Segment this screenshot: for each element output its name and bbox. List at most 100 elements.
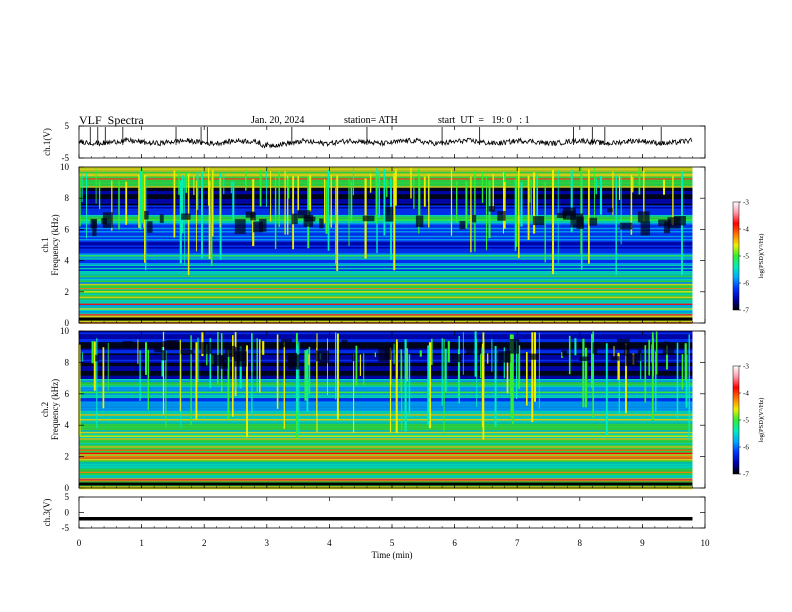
freq-band bbox=[79, 291, 693, 294]
freq-band bbox=[79, 309, 693, 311]
y-tick-label: 0 bbox=[65, 318, 70, 328]
quiet-patch bbox=[477, 344, 482, 355]
quiet-patch bbox=[610, 356, 620, 361]
y-tick-label: 2 bbox=[65, 452, 70, 462]
freq-band bbox=[79, 428, 693, 431]
freq-band bbox=[79, 334, 693, 336]
colorbar-tick-label: -6 bbox=[743, 444, 749, 452]
freq-band bbox=[79, 229, 693, 231]
freq-band bbox=[79, 340, 693, 343]
ch2-spectrogram-ylabel-channel: ch.2 bbox=[40, 402, 50, 417]
freq-band bbox=[79, 287, 693, 289]
freq-band bbox=[79, 283, 693, 286]
freq-band bbox=[79, 195, 693, 198]
freq-band bbox=[79, 382, 693, 384]
freq-band bbox=[79, 463, 693, 466]
date-label: Jan. 20, 2024 bbox=[251, 115, 305, 126]
freq-band bbox=[79, 468, 693, 471]
freq-band bbox=[79, 186, 693, 188]
freq-band bbox=[79, 288, 693, 291]
colorbar-tick-label: -5 bbox=[743, 253, 749, 261]
freq-band bbox=[79, 298, 693, 300]
y-tick-label: 0 bbox=[65, 483, 70, 493]
y-tick-label: 10 bbox=[60, 162, 70, 172]
freq-band bbox=[79, 248, 693, 251]
quiet-patch bbox=[459, 220, 466, 230]
quiet-patch bbox=[341, 339, 348, 344]
quiet-patch bbox=[101, 218, 108, 225]
freq-band bbox=[79, 226, 693, 228]
quiet-patch bbox=[316, 350, 320, 362]
quiet-patch bbox=[90, 218, 97, 229]
colorbar-label: log(PSD)(V²/Hz) bbox=[758, 234, 765, 279]
freq-band bbox=[79, 247, 693, 249]
quiet-patch bbox=[250, 212, 256, 221]
freq-band bbox=[79, 371, 693, 373]
y-tick-label: 10 bbox=[60, 326, 70, 336]
freq-band bbox=[79, 342, 693, 344]
freq-band bbox=[79, 335, 693, 338]
freq-band bbox=[79, 383, 693, 386]
freq-band bbox=[79, 467, 693, 469]
freq-band bbox=[79, 415, 693, 418]
freq-band bbox=[79, 395, 693, 397]
quiet-patch bbox=[589, 217, 598, 226]
freq-band bbox=[79, 375, 693, 378]
freq-band bbox=[79, 422, 693, 424]
freq-band bbox=[79, 420, 693, 423]
freq-band bbox=[79, 414, 693, 416]
freq-band bbox=[79, 205, 693, 207]
freq-band bbox=[79, 231, 693, 233]
x-axis-label: Time (min) bbox=[372, 550, 413, 560]
freq-band bbox=[79, 343, 693, 346]
freq-band bbox=[79, 390, 693, 392]
quiet-patch bbox=[253, 221, 263, 233]
quiet-patch bbox=[160, 350, 167, 361]
x-tick-label: 3 bbox=[265, 538, 270, 548]
freq-band bbox=[79, 367, 693, 370]
quiet-patch bbox=[102, 212, 113, 228]
ch1-spectrogram-nodata bbox=[692, 167, 705, 323]
axes-layer: 0 1 2 3 4 5 6 7 8 9 10 Time (min) 5 -5 ch.1(V) 0 2 4 6 8 10 c… bbox=[40, 121, 710, 560]
ch3-waveform-ylabel: ch.3(V) bbox=[42, 499, 52, 527]
quiet-patch bbox=[607, 208, 613, 213]
quiet-patch bbox=[570, 213, 584, 228]
freq-band bbox=[79, 191, 693, 193]
freq-band bbox=[79, 280, 693, 283]
freq-band bbox=[79, 203, 693, 206]
colorbar-tick-label: -4 bbox=[743, 226, 749, 234]
freq-band bbox=[79, 459, 693, 461]
freq-band bbox=[79, 419, 693, 421]
freq-band bbox=[79, 407, 693, 410]
freq-band bbox=[79, 399, 693, 402]
quiet-patch bbox=[384, 346, 392, 360]
quiet-patch bbox=[319, 350, 330, 364]
freq-band bbox=[79, 377, 693, 379]
freq-band bbox=[79, 187, 693, 190]
quiet-patch bbox=[497, 211, 506, 221]
freq-band bbox=[79, 449, 693, 451]
freq-band bbox=[79, 250, 693, 252]
freq-band bbox=[79, 387, 693, 389]
freq-band bbox=[79, 178, 693, 180]
freq-band bbox=[79, 337, 693, 339]
freq-band bbox=[79, 398, 693, 400]
colorbar-tick-label: -4 bbox=[743, 390, 749, 398]
x-tick-label: 7 bbox=[515, 538, 520, 548]
freq-band bbox=[79, 171, 693, 174]
freq-band bbox=[79, 259, 693, 262]
freq-band bbox=[79, 243, 693, 246]
freq-band bbox=[79, 277, 693, 279]
spectrogram-layer bbox=[78, 167, 705, 490]
colorbar-tick-label: -3 bbox=[743, 199, 749, 207]
x-tick-label: 6 bbox=[452, 538, 457, 548]
freq-band bbox=[79, 427, 693, 429]
panel-frame-ch3w bbox=[78, 496, 706, 529]
freq-band bbox=[79, 444, 693, 447]
freq-band bbox=[79, 406, 693, 408]
freq-band bbox=[79, 409, 693, 411]
freq-band bbox=[79, 411, 693, 413]
freq-band bbox=[79, 264, 693, 267]
freq-band bbox=[79, 304, 693, 307]
quiet-patch bbox=[352, 353, 356, 362]
